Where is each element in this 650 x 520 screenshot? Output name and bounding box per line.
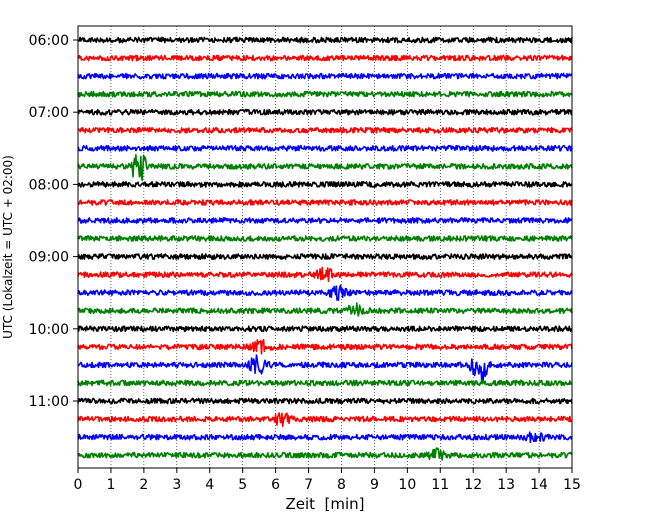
trace-line: [77, 431, 573, 444]
x-axis-ticks: 0 1 2 3 4 5 6 7 8 9 10 11 12 13 14 15: [74, 468, 581, 493]
trace-line: [77, 126, 573, 134]
trace-line: [77, 397, 573, 405]
trace-line: [77, 325, 573, 333]
trace-line: [77, 354, 573, 382]
trace-line: [77, 72, 573, 80]
x-tick-label: 12: [464, 477, 482, 493]
trace-line: [77, 36, 573, 44]
seismic-traces: [77, 36, 573, 461]
y-tick-label: 06:00: [29, 33, 69, 49]
plot-area-frame: [77, 25, 573, 469]
x-tick-label: 4: [205, 477, 214, 493]
trace-line: [77, 217, 573, 224]
x-tick-label: 8: [337, 477, 346, 493]
trace-line: [77, 90, 573, 98]
trace-line: [77, 144, 573, 152]
trace-line: [77, 302, 573, 317]
x-tick-label: 6: [271, 477, 280, 493]
x-tick-label: 10: [398, 477, 416, 493]
x-tick-label: 3: [172, 477, 181, 493]
x-tick-label: 15: [563, 477, 581, 493]
y-tick-label: 07:00: [29, 105, 69, 121]
x-tick-label: 1: [106, 477, 115, 493]
trace-line: [77, 338, 573, 355]
trace-line: [77, 284, 573, 301]
x-tick-label: 13: [497, 477, 515, 493]
x-tick-label: 2: [139, 477, 148, 493]
x-tick-label: 11: [431, 477, 449, 493]
trace-line: [77, 235, 573, 242]
x-tick-label: 14: [530, 477, 548, 493]
trace-line: [77, 108, 573, 116]
y-tick-label: 10:00: [29, 322, 69, 338]
trace-line: [77, 266, 573, 282]
trace-line: [77, 253, 573, 260]
trace-line: [77, 379, 573, 387]
trace-line: [77, 447, 573, 461]
x-tick-label: 9: [370, 477, 379, 493]
x-tick-label: 5: [238, 477, 247, 493]
y-axis-ticks: 06:00 07:00 08:00 09:00 10:00 11:00: [29, 33, 78, 410]
y-tick-label: 11:00: [29, 394, 69, 410]
trace-line: [77, 54, 573, 62]
y-tick-label: 08:00: [29, 177, 69, 193]
trace-line: [77, 199, 573, 206]
x-tick-label: 0: [74, 477, 83, 493]
trace-line: [77, 154, 573, 181]
x-tick-label: 7: [304, 477, 313, 493]
trace-line: [77, 412, 573, 427]
y-tick-label: 09:00: [29, 250, 69, 266]
x-axis-title: Zeit [min]: [285, 495, 364, 513]
trace-line: [77, 181, 573, 188]
y-axis-title: UTC (Lokalzeit = UTC + 02:00): [1, 155, 15, 339]
